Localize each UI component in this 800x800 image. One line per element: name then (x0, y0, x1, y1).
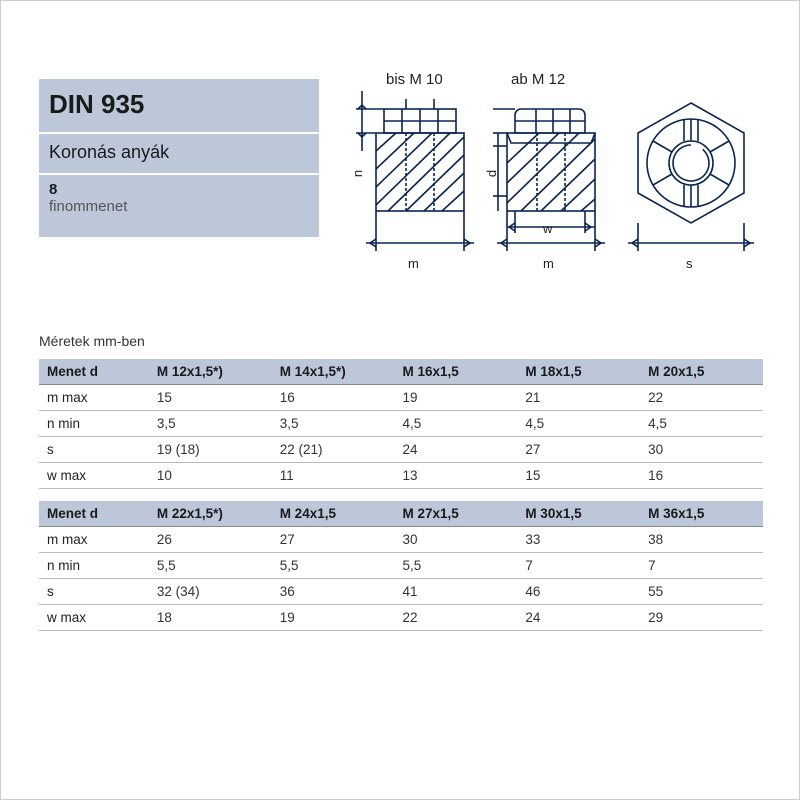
col-header: M 36x1,5 (640, 501, 763, 527)
spec-table-1: Menet d M 12x1,5*) M 14x1,5*) M 16x1,5 M… (39, 359, 763, 489)
diagram-side-mid-icon (481, 91, 611, 281)
table-row: m max1516192122 (39, 385, 763, 411)
cell: 16 (640, 463, 763, 489)
thread-note: finommenet (49, 198, 309, 215)
cell: 11 (272, 463, 395, 489)
table-header-label: Menet d (39, 501, 149, 527)
cell: 22 (395, 605, 518, 631)
header-meta-row: 8 finommenet (39, 175, 319, 239)
cell: 7 (517, 553, 640, 579)
cell: 46 (517, 579, 640, 605)
cell: 4,5 (395, 411, 518, 437)
row-label: m max (39, 385, 149, 411)
diagram-label-left: bis M 10 (386, 71, 443, 88)
cell: 19 (272, 605, 395, 631)
cell: 5,5 (149, 553, 272, 579)
cell: 32 (34) (149, 579, 272, 605)
cell: 41 (395, 579, 518, 605)
table-row: s19 (18)22 (21)242730 (39, 437, 763, 463)
row-label: s (39, 437, 149, 463)
cell: 36 (272, 579, 395, 605)
cell: 4,5 (517, 411, 640, 437)
cell: 26 (149, 527, 272, 553)
row-label: n min (39, 411, 149, 437)
col-header: M 16x1,5 (395, 359, 518, 385)
tables-caption: Méretek mm-ben (39, 333, 145, 349)
dim-d-label: d (484, 170, 499, 177)
cell: 21 (517, 385, 640, 411)
row-label: w max (39, 605, 149, 631)
cell: 24 (517, 605, 640, 631)
cell: 38 (640, 527, 763, 553)
diagram-label-mid: ab M 12 (511, 71, 565, 88)
spec-table-2: Menet d M 22x1,5*) M 24x1,5 M 27x1,5 M 3… (39, 501, 763, 631)
diagram-side-left-icon (346, 91, 476, 281)
table-row: n min3,53,54,54,54,5 (39, 411, 763, 437)
row-label: n min (39, 553, 149, 579)
cell: 13 (395, 463, 518, 489)
dim-s-label: s (686, 256, 693, 271)
dim-m-label-2: m (543, 256, 554, 271)
cell: 15 (149, 385, 272, 411)
diagram-top-hex-icon (616, 91, 766, 281)
dim-w-label: w (543, 221, 552, 236)
table-header-label: Menet d (39, 359, 149, 385)
cell: 30 (395, 527, 518, 553)
cell: 19 (18) (149, 437, 272, 463)
cell: 33 (517, 527, 640, 553)
table-header-row: Menet d M 12x1,5*) M 14x1,5*) M 16x1,5 M… (39, 359, 763, 385)
col-header: M 18x1,5 (517, 359, 640, 385)
row-label: m max (39, 527, 149, 553)
header-title-row: DIN 935 (39, 79, 319, 134)
table-row: m max2627303338 (39, 527, 763, 553)
dim-m-label-1: m (408, 256, 419, 271)
col-header: M 30x1,5 (517, 501, 640, 527)
col-header: M 24x1,5 (272, 501, 395, 527)
cell: 7 (640, 553, 763, 579)
cell: 24 (395, 437, 518, 463)
header-subtitle-row: Koronás anyák (39, 134, 319, 175)
cell: 27 (272, 527, 395, 553)
product-name: Koronás anyák (39, 134, 319, 173)
cell: 10 (149, 463, 272, 489)
row-label: w max (39, 463, 149, 489)
col-header: M 22x1,5*) (149, 501, 272, 527)
table-row: w max1011131516 (39, 463, 763, 489)
table-header-row: Menet d M 22x1,5*) M 24x1,5 M 27x1,5 M 3… (39, 501, 763, 527)
header-block: DIN 935 Koronás anyák 8 finommenet (39, 79, 319, 239)
cell: 5,5 (395, 553, 518, 579)
table-row: s32 (34)36414655 (39, 579, 763, 605)
table-body-1: m max1516192122n min3,53,54,54,54,5s19 (… (39, 385, 763, 489)
cell: 4,5 (640, 411, 763, 437)
diagram-area: bis M 10 ab M 12 (336, 71, 766, 281)
cell: 55 (640, 579, 763, 605)
grade-label: 8 (49, 181, 309, 198)
table-body-2: m max2627303338n min5,55,55,577s32 (34)3… (39, 527, 763, 631)
col-header: M 14x1,5*) (272, 359, 395, 385)
cell: 22 (21) (272, 437, 395, 463)
cell: 18 (149, 605, 272, 631)
row-label: s (39, 579, 149, 605)
cell: 15 (517, 463, 640, 489)
cell: 5,5 (272, 553, 395, 579)
standard-title: DIN 935 (39, 79, 319, 132)
cell: 16 (272, 385, 395, 411)
dim-n-label: n (350, 170, 365, 177)
table-row: w max1819222429 (39, 605, 763, 631)
cell: 30 (640, 437, 763, 463)
col-header: M 12x1,5*) (149, 359, 272, 385)
cell: 27 (517, 437, 640, 463)
cell: 29 (640, 605, 763, 631)
col-header: M 20x1,5 (640, 359, 763, 385)
table-row: n min5,55,55,577 (39, 553, 763, 579)
cell: 3,5 (149, 411, 272, 437)
cell: 3,5 (272, 411, 395, 437)
col-header: M 27x1,5 (395, 501, 518, 527)
cell: 22 (640, 385, 763, 411)
cell: 19 (395, 385, 518, 411)
